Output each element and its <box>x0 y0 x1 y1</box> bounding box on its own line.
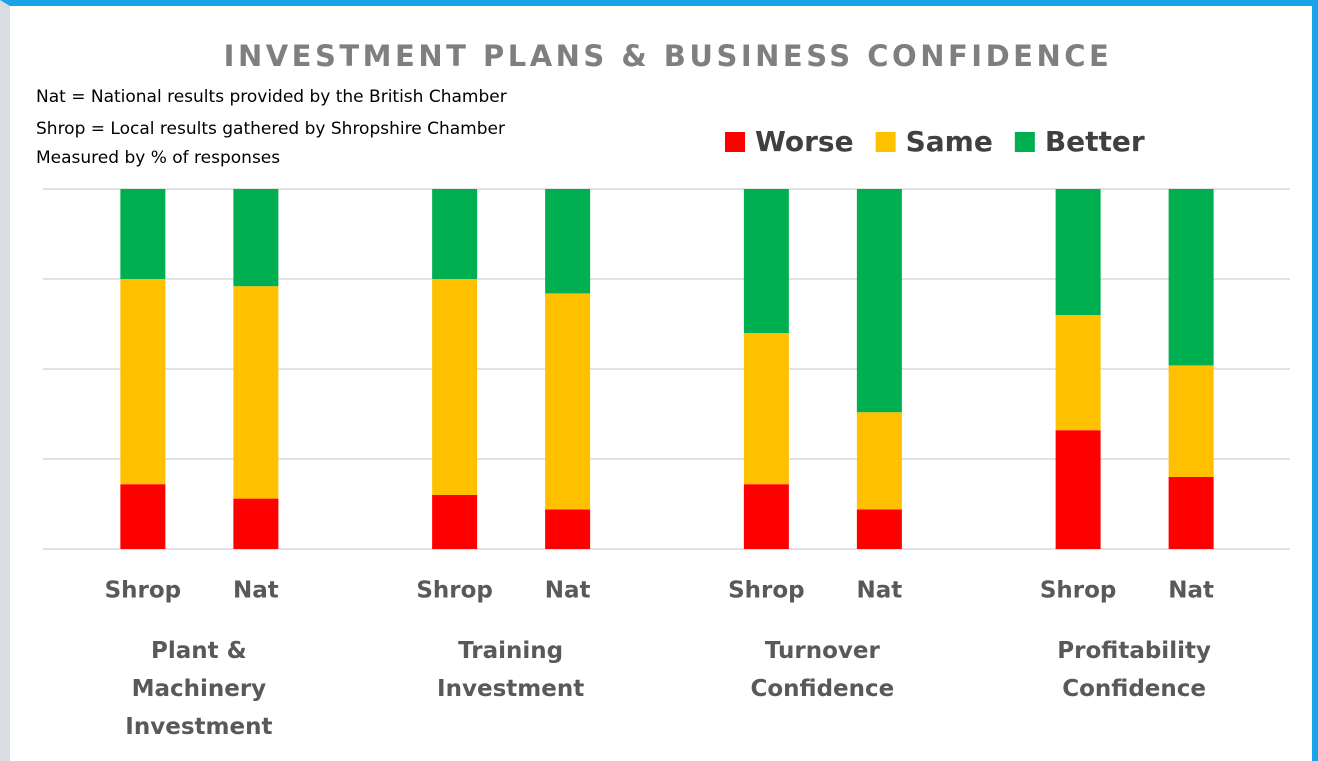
chart-title: INVESTMENT PLANS & BUSINESS CONFIDENCE <box>224 39 1113 73</box>
bar-segment <box>1168 365 1214 477</box>
bar-segment <box>233 498 279 549</box>
bar-segment <box>856 509 902 549</box>
bar-segment <box>545 189 591 294</box>
x-tick-label: Shrop <box>728 578 805 604</box>
legend-label: Same <box>906 125 993 158</box>
bar-segment <box>1168 477 1214 549</box>
group-label: Profitability Confidence <box>1057 638 1211 702</box>
bar-segment <box>233 189 279 287</box>
bar-segment <box>432 189 478 279</box>
bar-segment <box>120 484 166 549</box>
group-label: Training Investment <box>437 638 585 702</box>
bar-segment <box>545 293 591 510</box>
bar-segment <box>120 189 166 279</box>
bar-segment <box>233 286 279 499</box>
bar-segment <box>1055 189 1101 315</box>
bar-segment <box>1055 430 1101 549</box>
bar-segment <box>856 412 902 510</box>
bar-segment <box>432 279 478 495</box>
x-tick-label: Shrop <box>416 578 493 604</box>
bar-segment <box>743 484 789 549</box>
x-tick-label: Nat <box>233 578 279 604</box>
x-tick-label: Nat <box>856 578 902 604</box>
bar-segment <box>545 509 591 549</box>
bar-segment <box>1055 315 1101 431</box>
legend-swatch <box>875 132 896 152</box>
bar-segment <box>432 495 478 549</box>
bar-segment <box>743 333 789 485</box>
x-tick-label: Shrop <box>105 578 182 604</box>
legend-label: Worse <box>755 125 854 158</box>
x-tick-label: Nat <box>545 578 591 604</box>
group-label: Plant & Machinery Investment <box>125 638 273 740</box>
note: Nat = National results provided by the B… <box>36 87 507 107</box>
note: Shrop = Local results gathered by Shrops… <box>36 119 505 139</box>
bar-segment <box>120 279 166 485</box>
x-tick-label: Shrop <box>1040 578 1117 604</box>
legend-swatch <box>725 132 745 152</box>
note: Measured by % of responses <box>36 148 280 168</box>
group-label: Turnover Confidence <box>750 638 895 702</box>
x-tick-label: Nat <box>1168 578 1214 604</box>
bar-segment <box>856 189 902 413</box>
legend-swatch <box>1014 132 1035 152</box>
bar-segment <box>743 189 789 333</box>
legend-label: Better <box>1045 125 1145 158</box>
bar-segment <box>1168 189 1214 366</box>
